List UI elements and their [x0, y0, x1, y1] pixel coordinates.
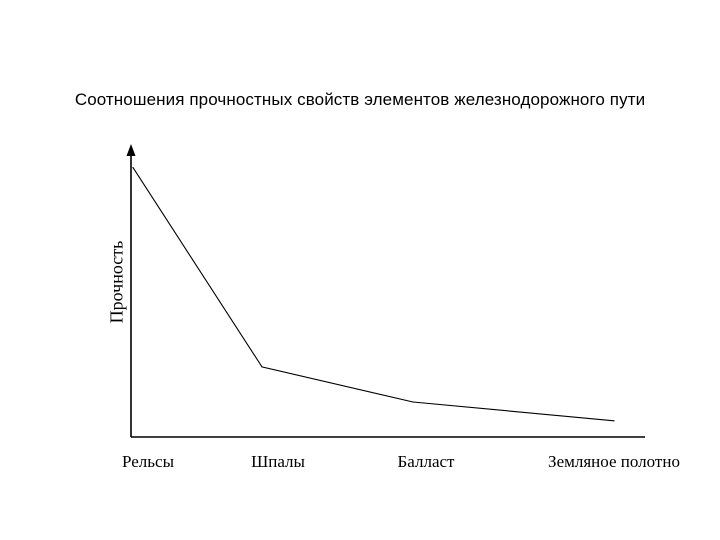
data-point-0 — [132, 167, 134, 169]
x-tick-label: Балласт — [397, 452, 455, 471]
chart-title: Соотношения прочностных свойств элементо… — [74, 90, 646, 109]
x-tick-label: Шпалы — [251, 452, 305, 471]
data-point-1 — [261, 366, 263, 368]
data-point-3 — [613, 420, 615, 422]
x-tick-label: Земляное полотно — [548, 452, 680, 471]
data-point-2 — [412, 401, 414, 403]
series-line-0 — [132, 167, 615, 422]
x-tick-label: Рельсы — [122, 452, 174, 471]
series-group — [132, 167, 615, 422]
y-axis-arrow — [126, 144, 136, 156]
